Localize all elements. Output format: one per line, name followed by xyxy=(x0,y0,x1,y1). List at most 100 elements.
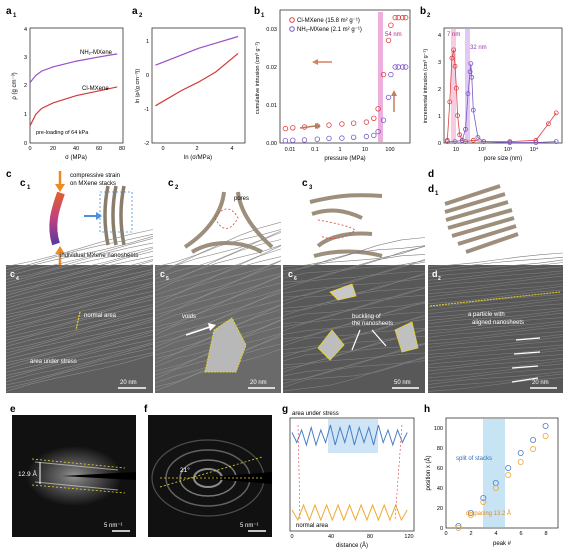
tem-c6-buckling2: the nanosheets xyxy=(352,321,393,327)
tem-texture-line xyxy=(5,312,154,351)
b2-xtick: 10³ xyxy=(504,147,512,153)
panel-label-d: d xyxy=(428,169,434,180)
panel-label-f: f xyxy=(144,404,148,415)
panel-g: g area under stress normal area 0 40 80 … xyxy=(282,404,415,549)
tem-c5-texture xyxy=(154,221,282,392)
tem-texture-line xyxy=(427,296,564,311)
tem-texture-line xyxy=(427,275,564,291)
tem-texture-line xyxy=(5,321,154,360)
tem-c6: c 6 buckling of the nanosheets 50 nm xyxy=(282,237,426,393)
a1-ytick: 1 xyxy=(24,112,27,118)
tem-c5-void xyxy=(204,317,247,373)
tem-texture-line xyxy=(5,354,154,392)
tem-texture-line xyxy=(154,282,282,328)
panel-label-c2-sub: 2 xyxy=(175,185,179,191)
tem-texture-line xyxy=(427,334,564,348)
b1-xticks: 0.01 0.1 1 10 100 xyxy=(285,147,395,153)
d1-sheets xyxy=(444,184,519,254)
b1-xtick: 0.1 xyxy=(311,147,319,153)
tem-texture-line xyxy=(427,368,564,382)
tem-texture-line xyxy=(427,266,564,281)
tem-c6-bright1 xyxy=(329,283,357,301)
b1-cl-point xyxy=(363,119,370,125)
panel-label-c5-sub: 5 xyxy=(166,276,169,282)
b1-cl-point xyxy=(380,71,387,78)
saed-e-guide2 xyxy=(31,484,126,494)
h-blue-point xyxy=(517,449,524,456)
tem-texture-line xyxy=(5,339,154,376)
b1-nh2-point xyxy=(290,137,296,143)
tem-texture-line xyxy=(427,270,564,284)
panel-label-c3: c xyxy=(302,178,308,189)
tem-texture-line xyxy=(282,302,426,335)
h-orange-point xyxy=(530,445,537,452)
a2-ytick: -1 xyxy=(144,107,149,113)
panel-label-e: e xyxy=(10,404,16,415)
b2-nh2-point xyxy=(553,139,559,145)
h-orange-points xyxy=(455,432,549,532)
h-axes xyxy=(445,417,559,529)
b2-xticks: 10 10² 10³ 10⁴ xyxy=(453,146,539,153)
b1-nh2-point xyxy=(388,71,394,78)
a2-ylabel: ln (ρ/(g cm⁻³)) xyxy=(135,69,141,104)
panel-b2: b 2 7 nm 32 nm 10 10² 10³ 10⁴ 0 1 2 3 4 … xyxy=(420,6,563,162)
tem-texture-line xyxy=(5,352,154,389)
panel-label-c1-sub: 1 xyxy=(27,185,31,191)
saed-e-guide1 xyxy=(31,458,126,469)
c1-arrow-top-head xyxy=(55,184,65,192)
b1-cl-point xyxy=(403,14,409,21)
b1-highlight-band xyxy=(378,12,383,142)
b2-xtick: 10² xyxy=(478,147,486,153)
panel-label-c2: c xyxy=(168,178,174,189)
tem-texture-line xyxy=(427,283,564,298)
tem-texture-line xyxy=(154,265,282,312)
panel-label-d1: d xyxy=(428,184,434,195)
b1-cl-point xyxy=(282,125,289,132)
a1-xtick: 40 xyxy=(73,146,79,152)
a2-xlabel: ln (σ/MPa) xyxy=(184,155,212,161)
c3-sheets xyxy=(309,193,383,258)
h-highlight xyxy=(483,419,505,527)
b2-nh2-point xyxy=(470,107,476,113)
tem-texture-line xyxy=(282,311,426,339)
a1-xtick: 20 xyxy=(50,146,56,152)
tem-texture-line xyxy=(427,289,564,304)
saed-f-guide2 xyxy=(159,456,263,488)
tem-texture-line xyxy=(427,285,564,301)
b1-legend-nh2: NH₂-MXene (2.1 m² g⁻¹) xyxy=(297,27,362,33)
tem-texture-line xyxy=(5,318,154,357)
tem-texture-line xyxy=(427,326,564,342)
saed-e-streaks xyxy=(34,461,119,491)
b2-cl-point xyxy=(452,63,458,69)
tem-texture-line xyxy=(154,289,282,332)
c2-label: pores xyxy=(234,196,249,202)
tem-texture-line xyxy=(427,317,564,331)
tem-texture-line xyxy=(5,299,154,338)
tem-texture-line xyxy=(5,308,154,347)
a1-ytick: 3 xyxy=(24,55,27,61)
b1-nh2-point xyxy=(314,136,320,142)
panel-label-b2: b xyxy=(420,6,426,17)
tem-c4-normal: normal area xyxy=(84,313,117,319)
c1-zoom-box xyxy=(99,191,133,233)
tem-texture-line xyxy=(5,236,154,274)
tem-texture-line xyxy=(5,251,154,290)
tem-texture-line xyxy=(427,349,564,365)
tem-texture-line xyxy=(427,347,564,362)
tem-texture-line xyxy=(5,343,154,383)
tem-texture-line xyxy=(5,248,154,287)
tem-texture-line xyxy=(5,304,154,341)
b2-cl-point xyxy=(453,85,459,91)
b2-cl-points xyxy=(444,47,559,145)
tem-texture-line xyxy=(5,273,154,312)
tem-texture-line xyxy=(427,299,564,315)
b2-cl-point xyxy=(447,99,453,105)
panel-b1: b 1 54 nm Cl-MXene (15.8 m² g⁻¹) NH₂-MXe… xyxy=(254,6,411,162)
tem-texture-line xyxy=(5,271,154,309)
tem-texture-line xyxy=(427,259,564,274)
tem-texture-line xyxy=(282,259,426,290)
h-blue-point xyxy=(455,523,462,530)
tem-texture-line xyxy=(427,373,564,389)
panel-label-d2: d xyxy=(432,269,438,279)
a2-xtick: 4 xyxy=(230,146,233,152)
